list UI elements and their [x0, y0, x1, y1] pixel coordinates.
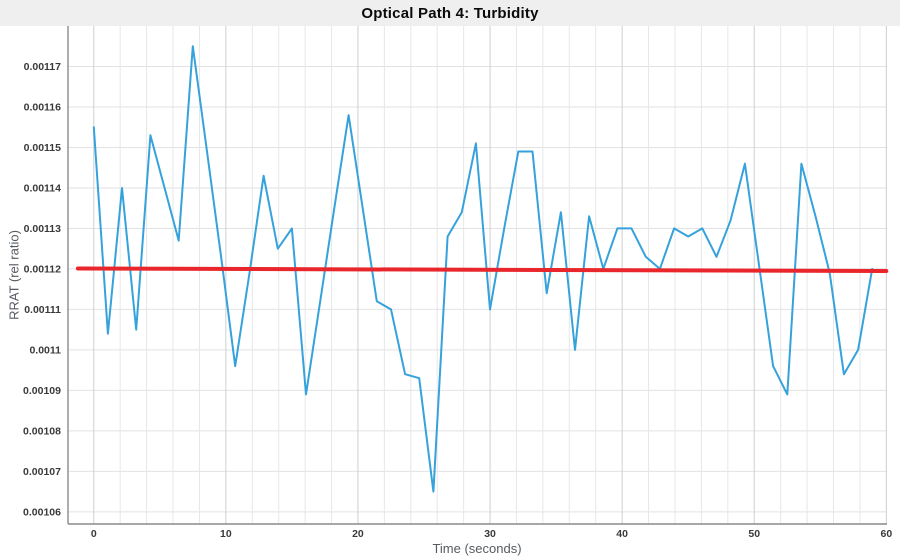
- y-tick-label: 0.00106: [23, 506, 61, 518]
- x-tick-label: 0: [91, 528, 97, 540]
- y-tick-label: 0.00107: [23, 466, 61, 478]
- y-tick-label: 0.00113: [24, 223, 62, 235]
- y-tick-label: 0.00108: [23, 425, 61, 437]
- y-tick-label: 0.00114: [24, 182, 62, 194]
- y-tick-label: 0.00111: [24, 304, 61, 316]
- x-axis-title: Time (seconds): [432, 541, 522, 556]
- y-tick-label: 0.00112: [24, 263, 62, 275]
- y-tick-label: 0.00109: [23, 385, 61, 397]
- y-axis-title: RRAT (rel ratio): [6, 230, 22, 320]
- y-tick-label: 0.00117: [24, 61, 62, 73]
- x-tick-label: 40: [616, 528, 628, 540]
- x-tick-label: 30: [484, 528, 496, 540]
- x-tick-label: 60: [880, 528, 892, 540]
- y-tick-label: 0.0011: [29, 344, 61, 356]
- x-tick-label: 20: [352, 528, 364, 540]
- y-tick-label: 0.00115: [24, 142, 62, 154]
- x-tick-label: 10: [220, 528, 232, 540]
- chart-header: Optical Path 4: Turbidity: [0, 0, 900, 26]
- chart-title: Optical Path 4: Turbidity: [361, 4, 539, 22]
- y-tick-label: 0.00116: [24, 101, 62, 113]
- x-tick-label: 50: [748, 528, 760, 540]
- turbidity-series-line: [92, 45, 874, 493]
- trend-line: [75, 266, 889, 273]
